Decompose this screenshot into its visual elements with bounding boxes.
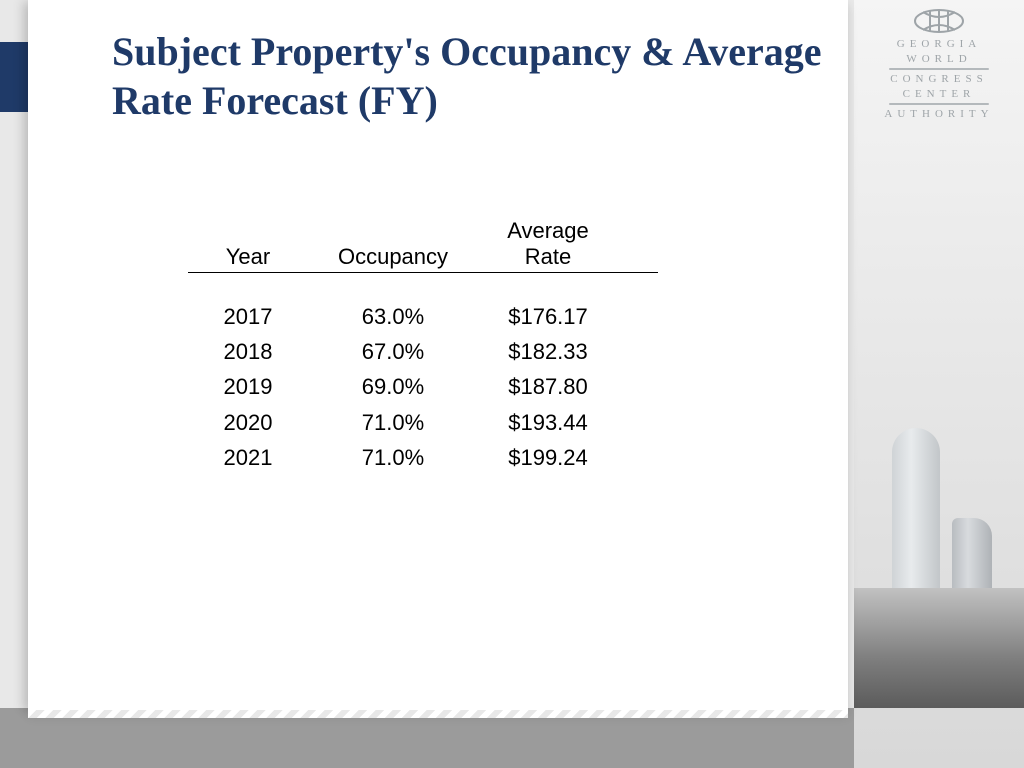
gwcca-logo: Georgia World Congress Center Authority (854, 8, 1024, 123)
crowd-graphic (854, 588, 1024, 708)
col-header-rate-line1: Average (478, 218, 618, 244)
col-header-rate: Average Rate (478, 218, 618, 270)
globe-icon (912, 8, 966, 34)
table-row: 201763.0%$176.17 (188, 299, 658, 334)
table-row: 202071.0%$193.44 (188, 405, 658, 440)
col-header-rate-line2: Rate (478, 244, 618, 270)
slide-stage: Georgia World Congress Center Authority … (0, 0, 1024, 768)
col-header-year: Year (188, 244, 308, 270)
logo-divider (889, 103, 989, 105)
torn-edge (28, 710, 848, 718)
table-row: 202171.0%$199.24 (188, 440, 658, 475)
logo-word: World (854, 53, 1024, 65)
forecast-table: Year Occupancy Average Rate 201763.0%$17… (188, 218, 658, 475)
table-row: 201867.0%$182.33 (188, 334, 658, 369)
cell-year: 2019 (188, 369, 308, 404)
logo-word: Center (854, 88, 1024, 100)
cell-year: 2017 (188, 299, 308, 334)
col-header-occupancy: Occupancy (308, 244, 478, 270)
cell-year: 2018 (188, 334, 308, 369)
logo-word: Georgia (854, 38, 1024, 50)
table-header-row: Year Occupancy Average Rate (188, 218, 658, 273)
slide-title: Subject Property's Occupancy & Average R… (112, 28, 832, 126)
logo-word: Authority (854, 108, 1024, 120)
content-card: Subject Property's Occupancy & Average R… (28, 0, 848, 710)
cityscape-graphic (854, 278, 1024, 708)
cell-rate: $182.33 (478, 334, 618, 369)
logo-word: Congress (854, 73, 1024, 85)
cell-rate: $187.80 (478, 369, 618, 404)
cell-occupancy: 71.0% (308, 405, 478, 440)
cell-occupancy: 63.0% (308, 299, 478, 334)
cell-rate: $193.44 (478, 405, 618, 440)
cell-occupancy: 67.0% (308, 334, 478, 369)
table-body: 201763.0%$176.17201867.0%$182.33201969.0… (188, 299, 658, 475)
cell-year: 2020 (188, 405, 308, 440)
cell-rate: $176.17 (478, 299, 618, 334)
table-row: 201969.0%$187.80 (188, 369, 658, 404)
cell-occupancy: 69.0% (308, 369, 478, 404)
cell-rate: $199.24 (478, 440, 618, 475)
logo-divider (889, 68, 989, 70)
sidebar-photo-panel: Georgia World Congress Center Authority (854, 0, 1024, 768)
cell-occupancy: 71.0% (308, 440, 478, 475)
cell-year: 2021 (188, 440, 308, 475)
